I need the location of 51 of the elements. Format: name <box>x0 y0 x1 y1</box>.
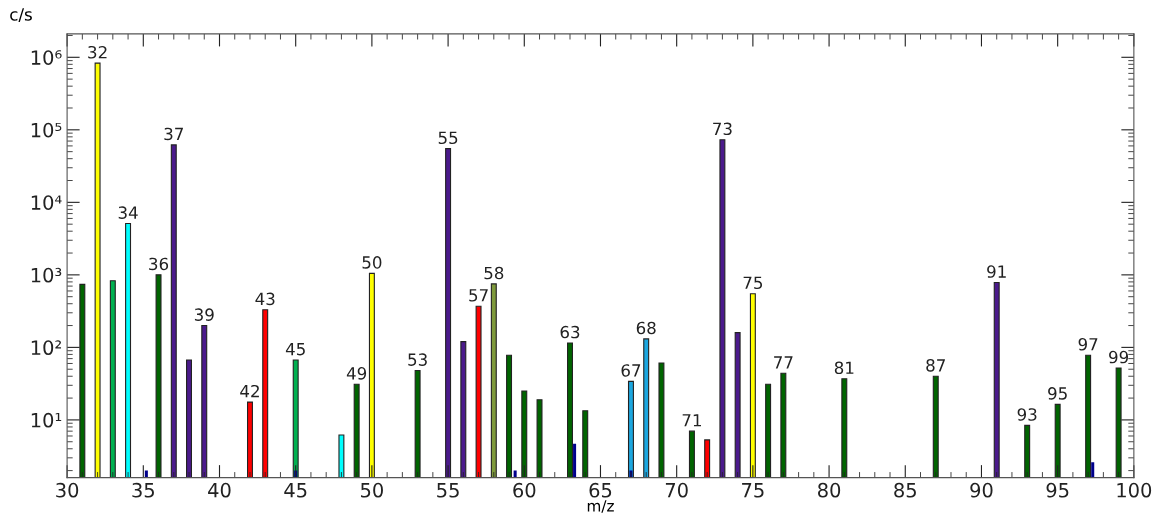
x-tick-label: 85 <box>894 482 916 498</box>
x-tick-label: 70 <box>665 482 688 498</box>
y-tick-label: 10⁴ <box>31 195 62 211</box>
annotation: 81 <box>834 361 854 375</box>
annotation: 63 <box>560 325 580 339</box>
y-tick-label: 10² <box>31 340 62 356</box>
annotation: 67 <box>621 364 641 377</box>
annotation: 53 <box>408 353 427 366</box>
x-tick-label: 75 <box>742 483 764 498</box>
x-tick-label: 60 <box>513 482 536 498</box>
annotation: 97 <box>1078 337 1098 351</box>
annotation: 91 <box>987 265 1006 278</box>
annotation: 36 <box>149 257 169 271</box>
annotation: 49 <box>346 367 367 380</box>
annotation: 55 <box>438 131 458 145</box>
x-tick-label: 50 <box>361 482 383 498</box>
annotation: 32 <box>88 45 107 59</box>
annotation: 93 <box>1017 408 1037 421</box>
annotation: 95 <box>1048 387 1067 400</box>
y-tick-label: 10³ <box>31 267 62 283</box>
annotation: 37 <box>164 127 183 141</box>
annotation: 57 <box>469 289 488 302</box>
annotation: 50 <box>362 256 382 269</box>
x-tick-label: 100 <box>1117 482 1152 498</box>
annotation: 43 <box>255 292 275 306</box>
annotation: 71 <box>682 414 701 427</box>
x-tick-label: 90 <box>970 482 993 498</box>
annotation: 75 <box>743 276 763 290</box>
x-axis-title: m/z <box>587 500 614 513</box>
x-tick-label: 40 <box>208 482 231 498</box>
x-tick-label: 45 <box>284 483 307 498</box>
annotation: 99 <box>1109 350 1129 364</box>
y-tick-label: 10¹ <box>31 412 62 428</box>
annotation: 58 <box>484 266 504 280</box>
annotation: 77 <box>774 356 793 369</box>
x-tick-label: 35 <box>132 482 154 498</box>
annotation: 34 <box>118 206 138 219</box>
y-tick-label: 10⁵ <box>31 122 62 138</box>
x-tick-label: 95 <box>1046 482 1069 498</box>
annotation: 68 <box>636 321 656 335</box>
y-tick-label: 10⁶ <box>31 50 62 65</box>
y-axis-title: c/s <box>10 8 32 23</box>
x-tick-label: 55 <box>437 483 459 498</box>
annotation: 39 <box>194 308 214 321</box>
annotation: 87 <box>926 359 945 372</box>
annotation: 73 <box>713 122 732 136</box>
x-tick-label: 65 <box>589 482 612 498</box>
annotation: 42 <box>240 384 259 398</box>
x-tick-label: 80 <box>818 482 841 498</box>
x-tick-label: 30 <box>56 482 79 498</box>
annotation: 45 <box>285 343 305 356</box>
